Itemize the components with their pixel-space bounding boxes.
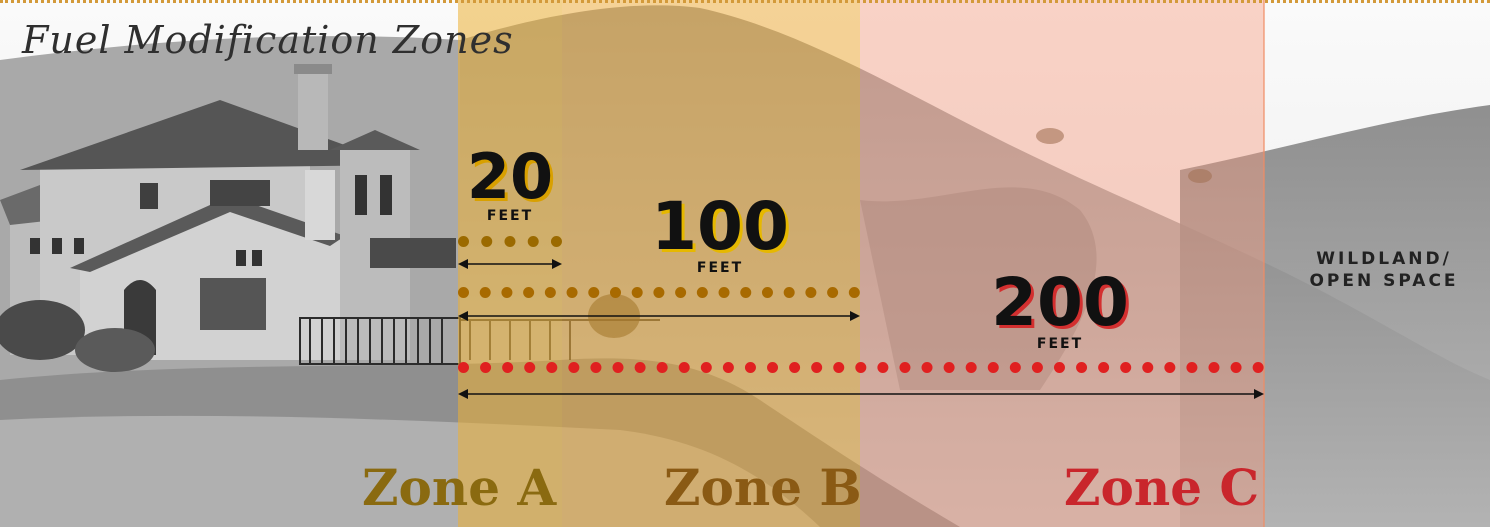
- distance-unit-a: FEET: [486, 208, 534, 224]
- distance-unit-b: FEET: [696, 260, 744, 276]
- zone-c-edge: [1263, 0, 1265, 527]
- arrow-100-feet: [458, 311, 860, 321]
- distance-label-100: 100 FEET: [640, 188, 800, 277]
- dotted-top-border: [0, 0, 1490, 3]
- zone-a-label: Zone A: [362, 458, 557, 517]
- house-illustration: [0, 64, 461, 372]
- zone-a-dotted-line: [458, 236, 562, 247]
- arrow-20-feet: [458, 259, 562, 269]
- zone-b-overlay: [562, 0, 860, 527]
- distance-label-20: 20 FEET: [462, 140, 558, 225]
- wildland-label: WILDLAND/ OPEN SPACE: [1278, 248, 1490, 292]
- zone-c-dotted-line: [458, 362, 1264, 373]
- distance-value-c: 200: [991, 264, 1129, 341]
- distance-value-a: 20: [466, 140, 554, 213]
- arrow-200-feet: [458, 389, 1264, 399]
- distance-unit-c: FEET: [1036, 336, 1084, 352]
- distance-label-200: 200 FEET: [980, 264, 1140, 353]
- zone-b-label: Zone B: [664, 458, 862, 517]
- zone-b-dotted-line: [458, 287, 860, 298]
- wildland-label-line2: OPEN SPACE: [1309, 271, 1459, 291]
- diagram-title: Fuel Modification Zones: [22, 18, 514, 62]
- wildland-label-line1: WILDLAND/: [1316, 249, 1452, 269]
- distance-value-b: 100: [651, 188, 789, 265]
- zone-c-overlay: [860, 0, 1264, 527]
- zone-c-label: Zone C: [1064, 458, 1260, 517]
